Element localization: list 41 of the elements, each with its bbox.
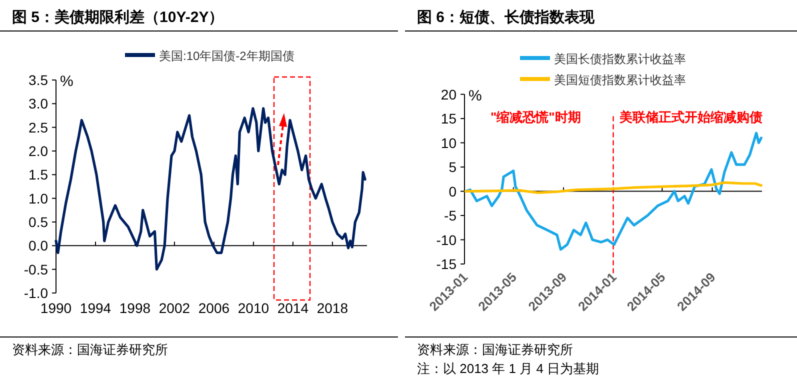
legend-label: 美国:10年国债-2年期国债 [159,49,294,63]
y-tick-label: 0.0 [28,238,48,254]
x-tick-label: 2006 [198,300,230,316]
y-tick-label: 3.0 [28,96,48,112]
y-tick-label: 0 [448,183,457,200]
y-axis-title: % [60,73,74,90]
y-tick-label: -1.0 [24,285,48,301]
y-tick-label: 2.5 [28,119,48,136]
text: 注：以 2013 年 1 月 4 日为基期 [417,361,600,376]
y-tick-label: 0.5 [28,214,48,230]
x-tick-label: 2014 [277,300,309,316]
chart-title: 图 5：美债期限利差（10Y-2Y） [12,8,224,26]
y-tick-label: 1.0 [28,190,48,206]
line-series [54,107,366,271]
y-tick-label: 20 [440,86,457,102]
y-axis-title: % [468,87,482,104]
line-series [464,132,762,251]
legend-label: 美国短债指数累计收益率 [554,73,686,87]
y-tick-label: 10 [440,134,457,151]
line-series [464,181,762,194]
text: 资料来源：国海证券研究所 [12,342,168,357]
ref-line-label: 美联储正式开始缩减购债 [618,109,762,124]
x-tick-label: 2010 [238,300,270,316]
legend-label: 美国长债指数累计收益率 [554,52,686,66]
y-tick-label: -0.5 [24,261,48,278]
y-tick-label: 1.5 [28,166,48,183]
text: 资料来源：国海证券研究所 [417,342,573,357]
y-tick-label: -10 [436,232,457,248]
y-tick-label: 15 [440,110,457,127]
x-tick-label: 2002 [158,300,190,316]
x-tick-label: 1998 [119,300,151,316]
chart-title: 图 6：短债、长债指数表现 [417,9,596,26]
y-tick-label: -15 [436,256,457,272]
x-tick-label: 1990 [40,300,72,316]
x-tick-label: 1994 [80,300,112,316]
y-tick-label: 5 [448,159,457,176]
annotation: "缩减恐慌"时期 [490,109,581,124]
x-tick-label: 2018 [316,300,348,316]
y-tick-label: 2.0 [28,143,48,159]
y-tick-label: -5 [444,208,457,224]
y-tick-label: 3.5 [28,72,48,88]
